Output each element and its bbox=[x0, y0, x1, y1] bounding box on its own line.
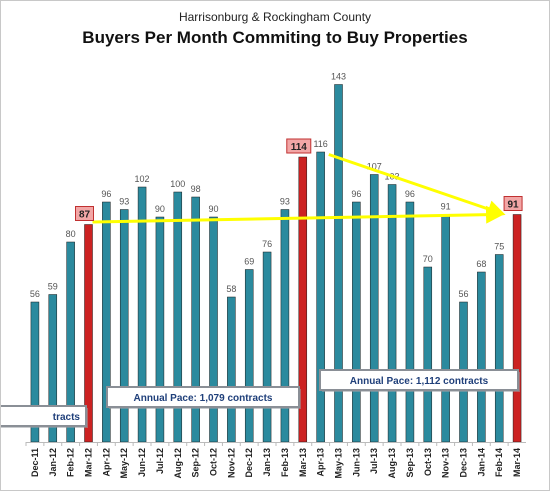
callout-label-mar-12: 87 bbox=[79, 210, 91, 221]
trend-arrow-mar13-mar14 bbox=[328, 153, 506, 218]
value-label-jun-13: 96 bbox=[351, 189, 361, 199]
value-label-may-13: 143 bbox=[331, 72, 346, 82]
annual-pace-2011-box bbox=[1, 405, 87, 427]
tick-label-sep-13: Sep-13 bbox=[405, 448, 415, 478]
tick-label-jul-12: Jul-12 bbox=[155, 448, 165, 474]
annual-pace-2013-box bbox=[319, 369, 519, 391]
chart-subtitle: Harrisonburg & Rockingham County bbox=[179, 10, 371, 24]
value-label-apr-12: 96 bbox=[101, 189, 111, 199]
tick-label-nov-13: Nov-13 bbox=[441, 448, 451, 478]
callout-layer: 87 114 91 bbox=[75, 138, 523, 221]
tick-label-mar-14: Mar-14 bbox=[512, 448, 522, 477]
bar-dec-12 bbox=[244, 269, 254, 443]
bar-mar-14 bbox=[512, 214, 522, 443]
tick-label-jan-14: Jan-14 bbox=[476, 448, 486, 477]
tick-label-may-13: May-13 bbox=[334, 448, 344, 479]
annotation-layer: Annual Pace: 1,079 contracts Annual Pace:… bbox=[1, 369, 520, 428]
value-label-nov-13: 91 bbox=[441, 202, 451, 212]
bar-aug-13 bbox=[387, 184, 397, 443]
bar-feb-14 bbox=[494, 254, 504, 443]
value-label-oct-12: 90 bbox=[208, 204, 218, 214]
tick-label-jun-12: Jun-12 bbox=[137, 448, 147, 477]
tick-label-apr-12: Apr-12 bbox=[101, 448, 111, 477]
trend-arrow-mar12-mar14 bbox=[92, 205, 505, 224]
tick-label-dec-13: Dec-13 bbox=[459, 448, 469, 478]
callout-box-mar-14 bbox=[503, 196, 523, 211]
tick-label-apr-13: Apr-13 bbox=[316, 448, 326, 477]
annual-pace-2012-label: Annual Pace: 1,079 contracts bbox=[134, 393, 273, 404]
tick-label-oct-13: Oct-13 bbox=[423, 448, 433, 476]
tick-label-feb-12: Feb-12 bbox=[66, 448, 76, 477]
value-label-feb-13: 93 bbox=[280, 197, 290, 207]
value-label-dec-12: 69 bbox=[244, 257, 254, 267]
tick-label-oct-12: Oct-12 bbox=[209, 448, 219, 476]
bar-jan-14 bbox=[477, 271, 486, 443]
bar-jun-13 bbox=[352, 201, 361, 443]
value-label-dec-11: 56 bbox=[30, 289, 40, 299]
bar-jul-13 bbox=[369, 174, 379, 443]
annual-pace-2012-box bbox=[106, 386, 300, 408]
value-label-jan-14: 68 bbox=[476, 259, 486, 269]
tick-label-jun-13: Jun-13 bbox=[351, 448, 361, 477]
value-label-jun-12: 102 bbox=[135, 174, 150, 184]
tick-label-feb-14: Feb-14 bbox=[494, 448, 504, 477]
bar-apr-13 bbox=[316, 151, 325, 443]
tick-label-dec-12: Dec-12 bbox=[244, 448, 254, 478]
value-label-jan-13: 76 bbox=[262, 239, 272, 249]
value-label-may-12: 93 bbox=[119, 197, 129, 207]
tick-label-feb-13: Feb-13 bbox=[280, 448, 290, 477]
tick-label-dec-11: Dec-11 bbox=[30, 448, 40, 477]
trend-layer bbox=[92, 153, 506, 224]
value-label-feb-14: 75 bbox=[494, 242, 504, 252]
tick-label-nov-12: Nov-12 bbox=[226, 448, 236, 478]
tick-label-jul-13: Jul-13 bbox=[369, 448, 379, 474]
value-label-feb-12: 80 bbox=[66, 229, 76, 239]
value-label-sep-13: 96 bbox=[405, 189, 415, 199]
annual-pace-2011-label: tracts bbox=[53, 412, 81, 423]
bar-jan-13 bbox=[262, 251, 272, 443]
tick-label-aug-12: Aug-12 bbox=[173, 448, 183, 479]
value-label-sep-12: 98 bbox=[191, 184, 201, 194]
value-label-jan-12: 59 bbox=[48, 282, 58, 292]
bar-nov-12 bbox=[227, 296, 236, 443]
value-label-aug-12: 100 bbox=[170, 179, 185, 189]
annual-pace-2013-label: Annual Pace: 1,112 contracts bbox=[350, 376, 489, 387]
tick-label-may-12: May-12 bbox=[119, 448, 129, 479]
tick-label-aug-13: Aug-13 bbox=[387, 448, 397, 479]
tick-layer: Dec-11 Jan-12 Feb-12 Mar-12 Apr-12 May-12 Jun-… bbox=[25, 442, 526, 479]
tick-label-mar-13: Mar-13 bbox=[298, 448, 308, 477]
bar-nov-13 bbox=[441, 214, 450, 443]
value-label-jul-12: 90 bbox=[155, 204, 165, 214]
tick-label-jan-13: Jan-13 bbox=[262, 448, 272, 477]
chart-title: Buyers Per Month Commiting to Buy Proper… bbox=[82, 28, 467, 47]
value-label-apr-13: 116 bbox=[313, 139, 327, 149]
tick-label-jan-12: Jan-12 bbox=[48, 448, 58, 477]
value-label-nov-12: 58 bbox=[226, 284, 236, 294]
callout-label-mar-14: 91 bbox=[508, 200, 520, 211]
value-label-oct-13: 70 bbox=[423, 254, 433, 264]
tick-label-sep-12: Sep-12 bbox=[191, 448, 201, 478]
callout-box-mar-13 bbox=[286, 138, 312, 154]
bars-layer: 56 59 80 96 93 102 90 100 98 90 58 69 76 93 116 143 96 10… bbox=[30, 72, 522, 443]
value-label-jul-13: 107 bbox=[367, 162, 382, 172]
callout-box-mar-12 bbox=[75, 206, 94, 221]
callout-label-mar-13: 114 bbox=[291, 142, 308, 153]
value-label-dec-13: 56 bbox=[458, 289, 468, 299]
tick-label-mar-12: Mar-12 bbox=[84, 448, 94, 477]
bar-sep-13 bbox=[405, 201, 415, 443]
bar-oct-13 bbox=[423, 266, 433, 443]
